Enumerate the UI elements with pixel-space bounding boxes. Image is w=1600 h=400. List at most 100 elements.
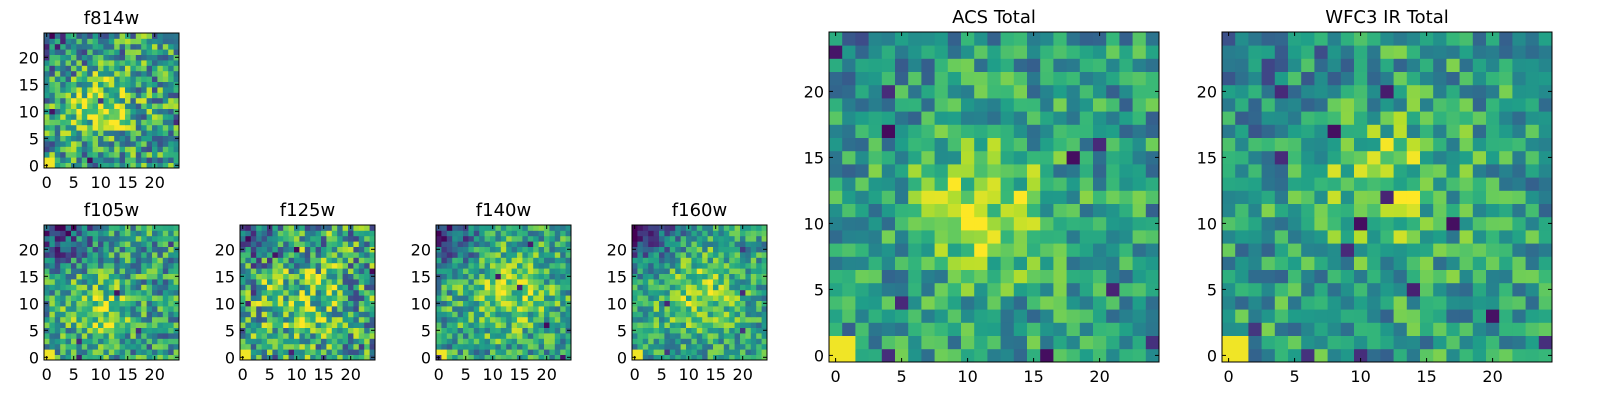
heatmap-cell [446, 311, 453, 318]
heatmap-cell [81, 130, 88, 136]
heatmap-cell [283, 235, 289, 242]
heatmap-cell [146, 349, 153, 355]
heatmap-cell [511, 230, 518, 237]
heatmap-cell [1066, 111, 1081, 125]
y-tick-label: 10 [411, 294, 431, 313]
heatmap-cell [549, 300, 556, 307]
heatmap-cell [261, 338, 268, 345]
heatmap-cell [1420, 98, 1434, 112]
heatmap-cell [565, 349, 572, 355]
heatmap-cell [49, 43, 56, 50]
heatmap-cell [560, 225, 566, 231]
heatmap-cell [283, 230, 289, 237]
heatmap-cell [1393, 282, 1408, 297]
heatmap-cell [168, 81, 174, 88]
heatmap-cell [1314, 269, 1328, 284]
heatmap-cell [1327, 296, 1342, 310]
heatmap-cell [554, 262, 561, 269]
heatmap-cell [162, 76, 169, 82]
heatmap-cell [125, 322, 131, 328]
heatmap-cell [71, 49, 77, 55]
heatmap-cell [331, 257, 338, 264]
heatmap-cell [745, 273, 752, 280]
x-tick-label: 10 [679, 365, 699, 384]
heatmap-cell [680, 268, 687, 274]
heatmap-cell [527, 246, 534, 253]
heatmap-cell [1274, 124, 1289, 138]
heatmap-cell [283, 338, 289, 345]
heatmap-cell [1433, 71, 1447, 86]
heatmap-cell [740, 322, 746, 328]
heatmap-cell [718, 273, 725, 280]
heatmap-cell [146, 76, 153, 82]
heatmap-cell [1393, 137, 1408, 152]
heatmap-cell [1222, 137, 1236, 152]
heatmap-cell [544, 289, 550, 296]
heatmap-cell [1222, 203, 1236, 218]
heatmap-cell [921, 216, 935, 231]
heatmap-cell [92, 268, 99, 274]
heatmap-cell [49, 124, 56, 131]
heatmap-cell [1053, 164, 1067, 178]
heatmap-cell [921, 84, 935, 99]
heatmap-cell [702, 289, 708, 296]
heatmap-cell [436, 343, 442, 350]
heatmap-cell [1406, 256, 1421, 270]
heatmap-cell [500, 279, 507, 285]
heatmap-cell [868, 164, 883, 178]
heatmap-cell [1079, 256, 1094, 270]
heatmap-cell [1367, 111, 1381, 125]
heatmap-cell [1040, 32, 1054, 46]
heatmap-cell [947, 348, 962, 363]
heatmap-cell [65, 235, 72, 242]
heatmap-cell [457, 284, 464, 291]
heatmap-cell [98, 241, 104, 247]
heatmap-cell [103, 262, 110, 269]
heatmap-cell [173, 33, 180, 39]
heatmap-cell [1380, 45, 1394, 59]
heatmap-cell [168, 322, 174, 328]
heatmap-cell [98, 43, 104, 50]
heatmap-cell [707, 257, 714, 264]
heatmap-cell [908, 216, 922, 231]
heatmap-cell [245, 327, 252, 334]
heatmap-cell [162, 70, 169, 77]
heatmap-cell [1288, 58, 1302, 72]
heatmap-cell [348, 230, 354, 237]
heatmap-cell [974, 335, 988, 350]
heatmap-cell [463, 262, 469, 269]
heatmap-cell [1314, 58, 1328, 72]
heatmap-cell [108, 327, 115, 334]
heatmap-cell [1066, 309, 1081, 323]
heatmap-cell [987, 309, 1001, 323]
heatmap-cell [1132, 164, 1147, 178]
heatmap-cell [506, 349, 512, 355]
heatmap-cell [680, 257, 687, 264]
heatmap-cell [76, 322, 83, 328]
heatmap-cell [1367, 296, 1381, 310]
heatmap-cell [908, 256, 922, 270]
heatmap-cell [1354, 269, 1368, 284]
heatmap-cell [702, 295, 708, 301]
heatmap-cell [1145, 98, 1160, 112]
heatmap-cell [119, 230, 126, 237]
heatmap-cell [146, 279, 153, 285]
heatmap-cell [1512, 84, 1526, 99]
heatmap-cell [256, 225, 262, 231]
heatmap-cell [49, 103, 56, 109]
heatmap-cell [468, 284, 475, 291]
heatmap-cell [98, 65, 104, 72]
heatmap-cell [961, 98, 975, 112]
heatmap-cell [637, 262, 644, 269]
heatmap-cell [146, 230, 153, 237]
heatmap-cell [1538, 45, 1553, 59]
heatmap-cell [1301, 84, 1315, 99]
heatmap-cell [484, 333, 491, 339]
heatmap-cell [855, 84, 869, 99]
heatmap-cell [908, 150, 922, 165]
heatmap-cell [103, 300, 110, 307]
heatmap-cell [1040, 230, 1054, 244]
heatmap-cell [304, 241, 311, 247]
heatmap-cell [49, 65, 56, 72]
